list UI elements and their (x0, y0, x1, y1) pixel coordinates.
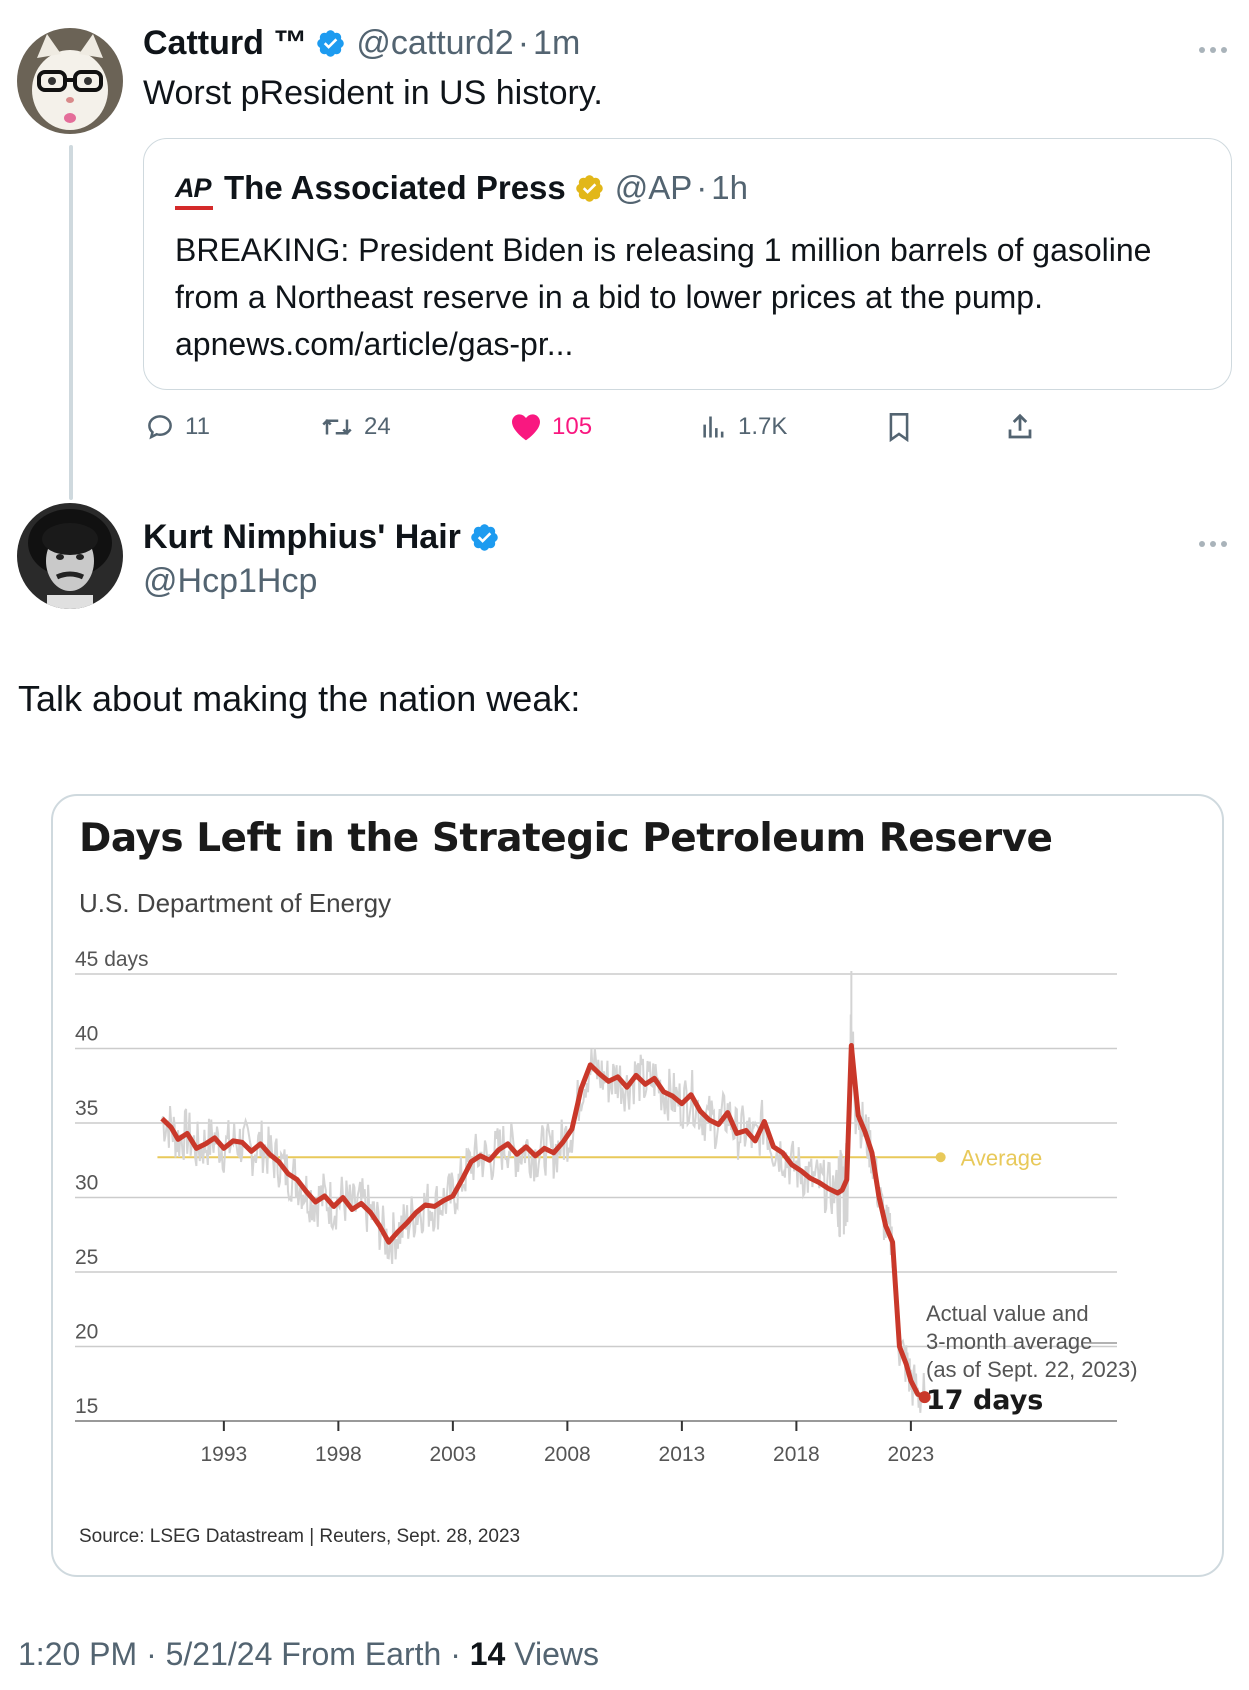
y-tick-label: 20 (75, 1321, 98, 1344)
tweet1-action-bar: 11 24 105 1.7K (143, 412, 1123, 452)
annotation-line: 3-month average (926, 1329, 1092, 1354)
post-time[interactable]: 1:20 PM (18, 1636, 138, 1672)
chart-subtitle: U.S. Department of Energy (79, 888, 392, 918)
views-button[interactable]: 1.7K (700, 412, 787, 442)
separator-dot: · (450, 1636, 470, 1672)
separator-dot: · (146, 1636, 166, 1672)
chart-title: Days Left in the Strategic Petroleum Res… (79, 816, 1053, 861)
tweet2-meta: 1:20 PM · 5/21/24 From Earth · 14 Views (18, 1636, 599, 1673)
tweet1-header: Catturd ™ @catturd2 · 1m (143, 24, 580, 63)
quote-header: The Associated Press @AP · 1h (224, 169, 748, 207)
x-tick-label: 2003 (430, 1443, 477, 1466)
y-tick-label: 30 (75, 1172, 98, 1195)
gold-verified-badge-icon[interactable] (574, 173, 605, 204)
quote-line: BREAKING: President Biden is releasing 1… (175, 232, 1152, 268)
y-tick-label: 45 days (75, 948, 149, 971)
share-icon (1008, 413, 1032, 439)
quote-time[interactable]: 1h (711, 169, 749, 206)
post-date[interactable]: 5/21/24 (165, 1636, 273, 1672)
reply-icon (148, 415, 172, 440)
post-source: From Earth (281, 1636, 442, 1672)
separator-dot: · (696, 169, 708, 206)
quoted-tweet-card[interactable]: AP The Associated Press @AP · 1h BREAKIN… (143, 138, 1232, 390)
views-count: 1.7K (738, 413, 788, 440)
actual-value-line (161, 1014, 926, 1413)
three-month-average-line (160, 1043, 926, 1400)
chart-image[interactable]: Days Left in the Strategic Petroleum Res… (51, 794, 1224, 1577)
like-button[interactable]: 105 (510, 412, 592, 442)
views-count: 14 (469, 1636, 506, 1672)
quote-link[interactable]: apnews.com/article/gas-pr... (175, 326, 574, 362)
kurt-nimphius-avatar[interactable] (17, 503, 123, 609)
tweet1-handle[interactable]: @catturd2 (356, 24, 514, 62)
verified-badge-icon[interactable] (469, 522, 500, 553)
quote-body: BREAKING: President Biden is releasing 1… (175, 227, 1215, 368)
annotation-line: (as of Sept. 22, 2023) (926, 1357, 1138, 1382)
share-button[interactable] (1005, 412, 1045, 442)
reply-count: 11 (185, 413, 210, 440)
x-tick-label: 1993 (200, 1443, 247, 1466)
latest-value-point (918, 1391, 931, 1404)
ap-logo: AP (175, 173, 215, 210)
y-tick-label: 15 (75, 1395, 98, 1418)
tweet1-display-name[interactable]: Catturd ™ (143, 24, 308, 62)
separator-dot: · (517, 24, 530, 62)
quote-handle[interactable]: @AP (614, 169, 693, 206)
x-tick-label: 2023 (888, 1443, 935, 1466)
x-tick-label: 2008 (544, 1443, 591, 1466)
y-tick-label: 25 (75, 1246, 98, 1269)
chart-source: Source: LSEG Datastream | Reuters, Sept.… (79, 1526, 521, 1547)
chart-plot: 45 days 40 35 30 25 20 15 1993 1998 2003 2008 2013 2… (75, 948, 1138, 1466)
quote-line: from a Northeast reserve in a bid to low… (175, 279, 1043, 315)
quote-display-name[interactable]: The Associated Press (224, 169, 566, 206)
bookmark-button[interactable] (885, 412, 923, 442)
average-label: Average (961, 1145, 1043, 1170)
annotation-line: Actual value and (926, 1301, 1089, 1326)
tweet2-handle[interactable]: @Hcp1Hcp (143, 562, 318, 600)
y-tick-label: 40 (75, 1023, 98, 1046)
x-tick-label: 1998 (315, 1443, 362, 1466)
tweet1-more-icon[interactable] (1198, 42, 1228, 53)
verified-badge-icon[interactable] (315, 28, 346, 59)
views-label: Views (514, 1636, 599, 1672)
analytics-icon (703, 416, 724, 438)
annotation-value: 17 days (926, 1385, 1043, 1416)
repost-count: 24 (364, 413, 391, 440)
heart-icon (512, 414, 540, 441)
tweet2-header: Kurt Nimphius' Hair (143, 518, 500, 557)
tweet1-text: Worst pResident in US history. (143, 74, 603, 112)
y-tick-label: 35 (75, 1097, 98, 1120)
tweet2-display-name[interactable]: Kurt Nimphius' Hair (143, 518, 461, 556)
bookmark-icon (889, 413, 909, 442)
tweet1-time[interactable]: 1m (533, 24, 581, 62)
repost-icon (322, 418, 352, 436)
tweet2-text: Talk about making the nation weak: (18, 678, 581, 719)
like-count: 105 (552, 413, 593, 440)
x-tick-label: 2018 (773, 1443, 820, 1466)
reply-button[interactable]: 11 (145, 412, 210, 442)
thread-connector (69, 145, 73, 500)
catturd-avatar[interactable] (17, 28, 123, 134)
average-marker (935, 1152, 946, 1163)
x-tick-label: 2013 (659, 1443, 706, 1466)
tweet2-more-icon[interactable] (1198, 536, 1228, 547)
repost-button[interactable]: 24 (320, 412, 391, 442)
